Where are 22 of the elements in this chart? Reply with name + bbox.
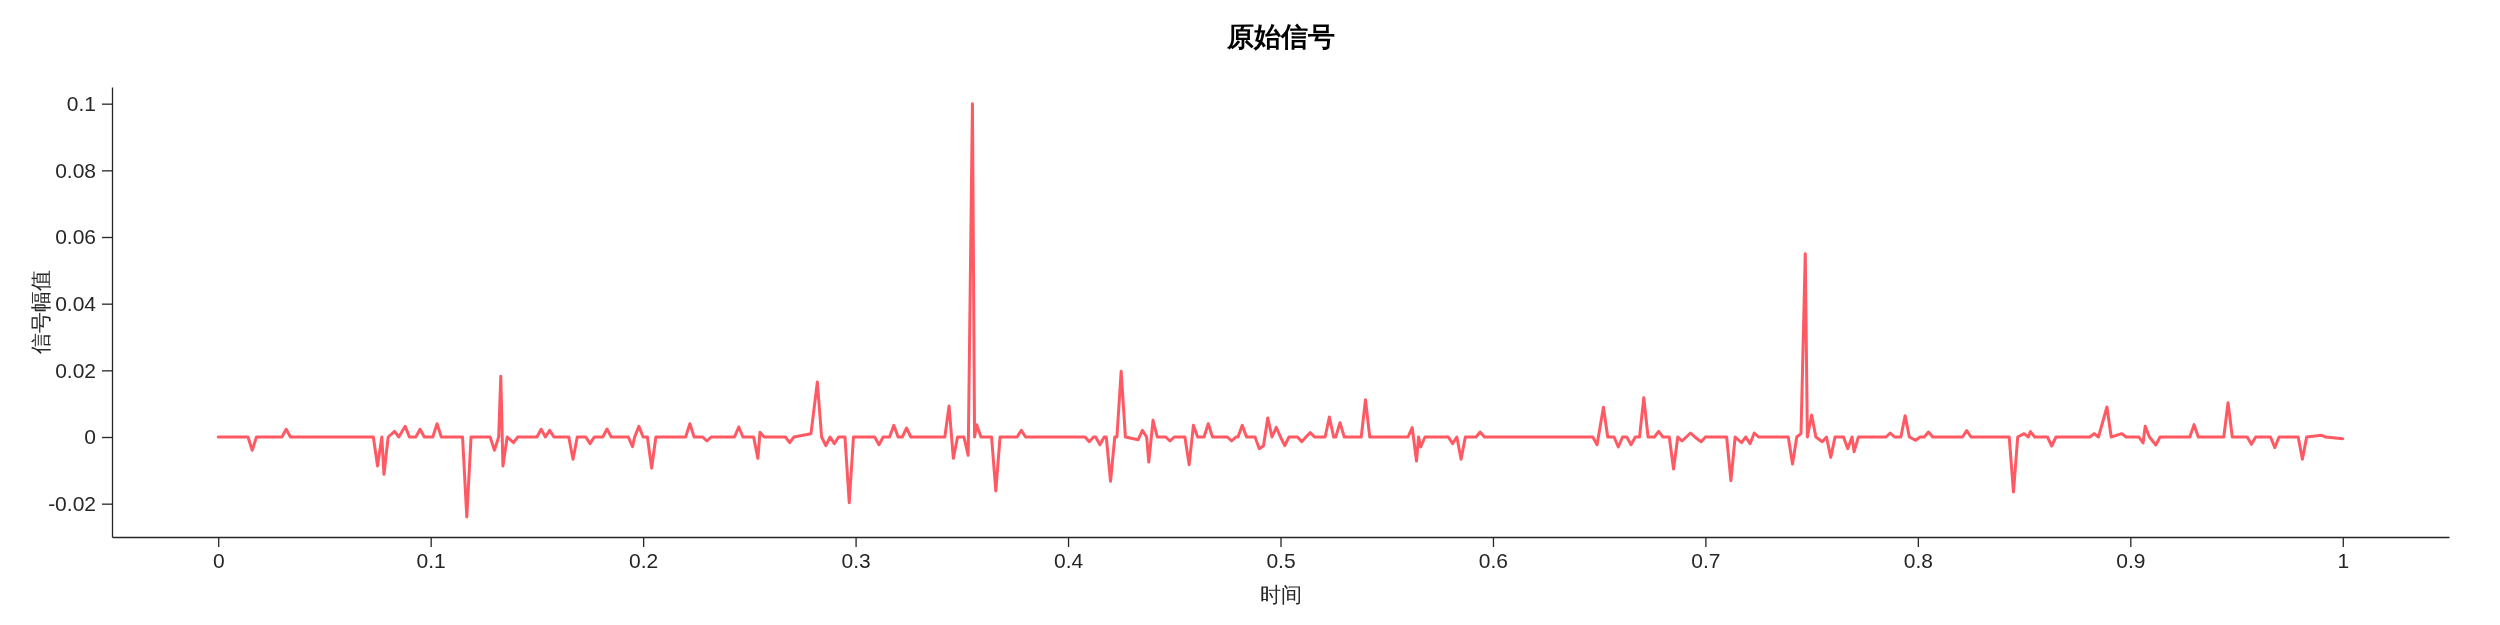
x-tick-label: 0.9 (2116, 548, 2146, 572)
y-tick-label: 0.08 (55, 158, 96, 182)
x-tick-label: 0.6 (1478, 548, 1509, 572)
y-tick-label: 0.1 (66, 91, 96, 115)
y-tick-label: -0.02 (48, 491, 96, 515)
line-series (216, 102, 2345, 519)
x-tick-label: 0 (212, 548, 225, 572)
x-tick-label: 0.2 (629, 548, 659, 572)
y-tick-label: 0.04 (55, 291, 97, 315)
x-tick-label: 0.1 (416, 548, 446, 572)
x-tick-label: 1 (2337, 548, 2350, 572)
y-tick-label: 0.06 (55, 225, 96, 249)
y-tick-label: 0 (84, 425, 96, 449)
x-tick-label: 0.3 (841, 548, 871, 572)
y-axis-title: 信号幅值 (29, 270, 53, 354)
chart-title: 原始信号 (1225, 21, 1335, 52)
x-tick-label: 0.5 (1266, 548, 1296, 572)
y-tick-label: 0.02 (55, 358, 96, 382)
x-tick-label: 0.4 (1053, 548, 1084, 572)
x-tick-label: 0.8 (1903, 548, 1933, 572)
x-tick-label: 0.7 (1691, 548, 1721, 572)
x-axis-title: 时间 (1259, 583, 1302, 607)
